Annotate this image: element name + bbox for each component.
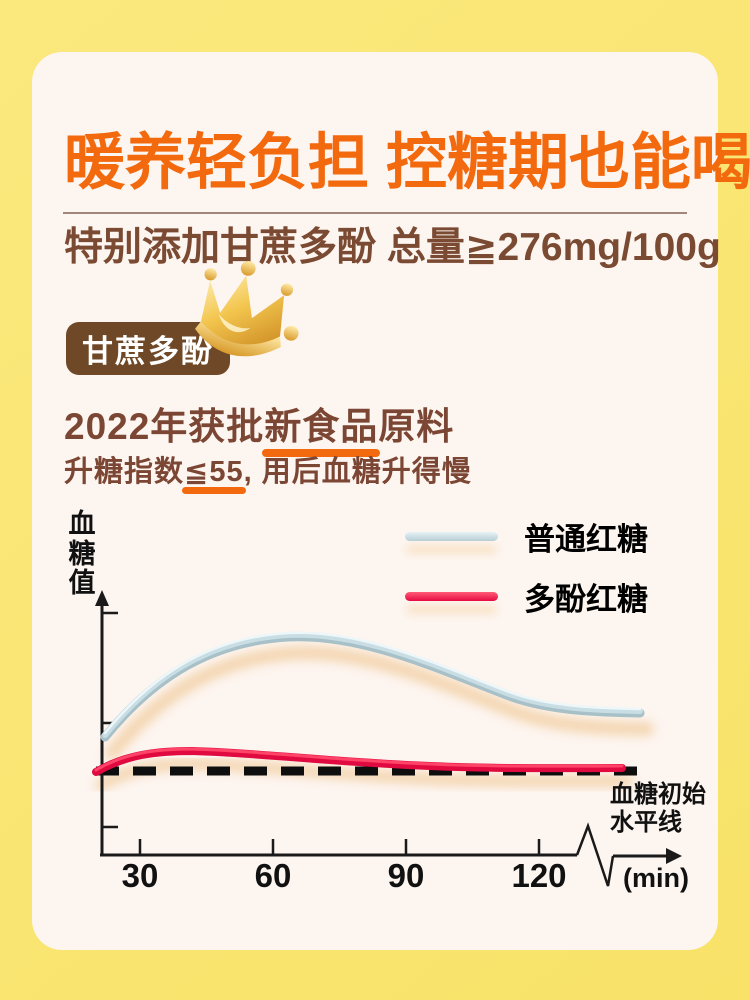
chart-legend: 普通红糖 多酚红糖 <box>405 514 648 619</box>
x-tick-label-90: 90 <box>387 857 425 894</box>
blue-curve-glow <box>105 645 654 760</box>
crown-icon <box>195 260 299 357</box>
series-ordinary-curve <box>102 631 643 738</box>
series-polyphenol-curve <box>92 746 626 776</box>
baseline-label-line1: 血糖初始 <box>610 781 706 808</box>
series-polyphenol-curve-highlight <box>94 747 624 772</box>
legend-swatch-blue <box>405 532 498 541</box>
claim-gi-highlight: ≦55 <box>182 456 246 494</box>
legend-swatch-red <box>405 592 498 601</box>
y-axis-arrow <box>95 590 109 606</box>
baseline-label: 血糖初始 水平线 <box>610 781 706 838</box>
title-divider <box>63 212 687 214</box>
claim-gi-suffix: , 用后血糖升得慢 <box>243 456 472 488</box>
legend-item-ordinary: 普通红糖 <box>405 514 648 559</box>
baseline-label-line2: 水平线 <box>610 809 682 837</box>
x-axis-break <box>575 822 615 887</box>
claim-approved-prefix: 2022年获批 <box>64 406 265 447</box>
claim-gi: 升糖指数≦55, 用后血糖升得慢 <box>64 448 472 494</box>
glucose-chart: 血糖值 普通红糖 多酚红糖 <box>40 500 720 930</box>
y-axis-label: 血糖值 <box>68 509 96 599</box>
legend-item-polyphenol: 多酚红糖 <box>405 574 648 619</box>
content-card <box>32 52 718 950</box>
series-ordinary-curve-highlight <box>103 631 642 735</box>
legend-label-ordinary: 普通红糖 <box>524 522 648 557</box>
claim-approved: 2022年获批新食品原料 <box>64 396 455 457</box>
chart-plot-area <box>92 590 682 887</box>
x-axis-unit-label: (min) <box>623 863 689 893</box>
x-tick-label-30: 30 <box>121 857 159 894</box>
claim-gi-prefix: 升糖指数 <box>64 456 185 488</box>
subtitle: 特别添加甘蔗多酚 总量≧276mg/100g <box>64 226 721 269</box>
x-tick-label-120: 120 <box>511 857 567 894</box>
x-tick-label-60: 60 <box>254 857 292 894</box>
page-title: 暖养轻负担 控糖期也能喝 <box>64 128 750 196</box>
claim-approved-highlight: 新食品 <box>262 396 381 457</box>
legend-label-polyphenol: 多酚红糖 <box>524 582 648 617</box>
x-axis-arrow-head <box>666 848 682 864</box>
claim-approved-suffix: 原料 <box>378 406 455 447</box>
ingredient-badge-label: 甘蔗多酚 <box>82 334 214 369</box>
